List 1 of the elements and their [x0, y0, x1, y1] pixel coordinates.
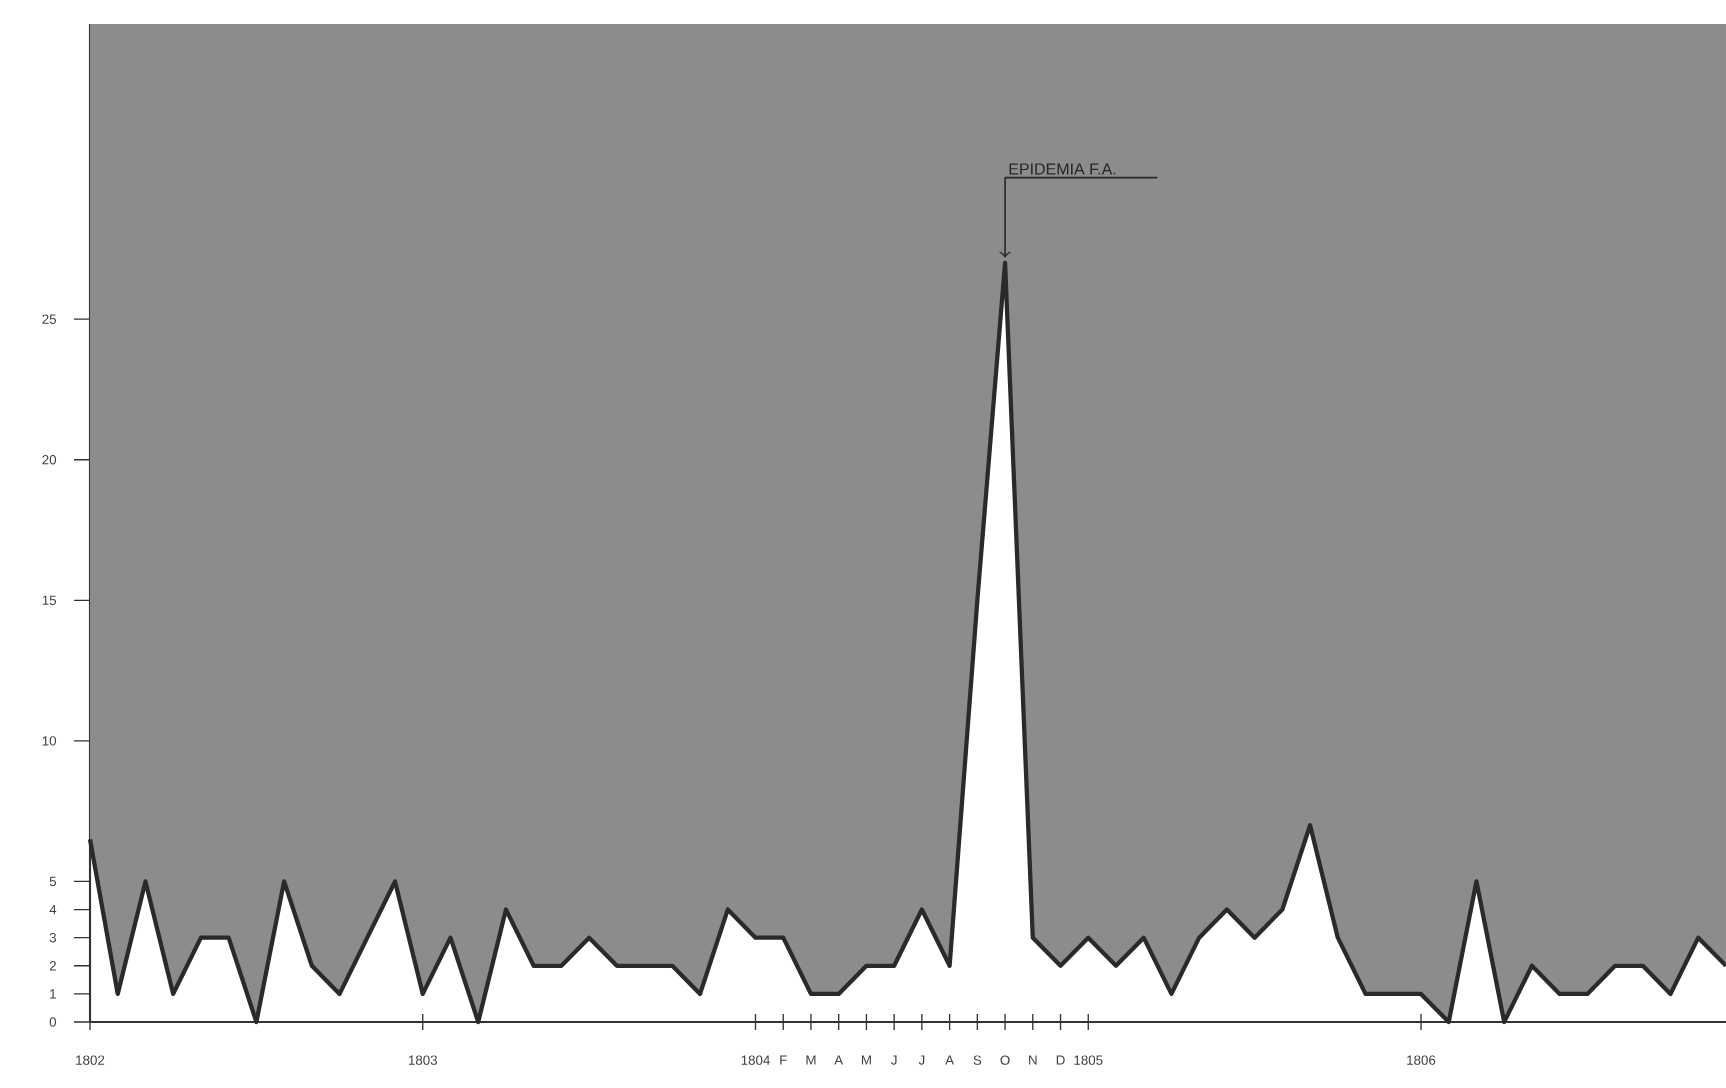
annotation: EPIDEMIA F.A. — [1009, 163, 1116, 175]
